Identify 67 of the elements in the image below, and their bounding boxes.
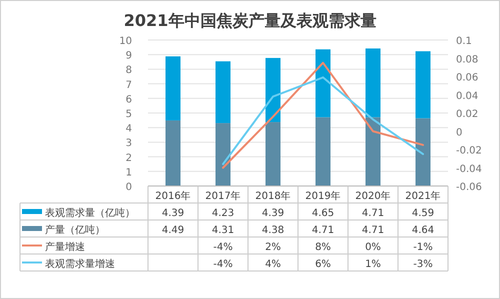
y2-tick-label: 0.08 — [456, 54, 478, 66]
y2-tick-label: 0.06 — [456, 72, 478, 84]
x-tick-label: 2021年 — [405, 190, 441, 202]
bar — [316, 49, 330, 118]
y-tick-label: 3 — [126, 138, 132, 150]
data-label: 1% — [365, 259, 381, 270]
y-tick-label: 10 — [119, 36, 132, 47]
bar — [166, 120, 180, 186]
y2-tick-label: -0.04 — [456, 164, 482, 175]
data-label: 4.59 — [412, 208, 434, 219]
bar — [316, 117, 330, 186]
x-tick-label: 2018年 — [255, 190, 291, 202]
y2-tick-label: -0.02 — [456, 146, 482, 156]
data-label: 4.38 — [262, 225, 284, 236]
y-tick-label: 4 — [126, 124, 132, 135]
y2-tick-label: 0.02 — [456, 109, 478, 120]
y-tick-label: 0 — [126, 182, 132, 193]
legend-label: 表观需求量增速 — [45, 258, 115, 270]
legend-label: 产量（亿吨） — [45, 224, 105, 236]
y2-tick-label: 0.1 — [456, 36, 472, 47]
data-label: 4.39 — [262, 208, 284, 219]
data-label: 4.23 — [212, 208, 234, 219]
data-label: 4% — [265, 259, 281, 270]
x-tick-label: 2019年 — [305, 190, 341, 202]
y-tick-label: 5 — [126, 109, 132, 120]
data-label: 4.64 — [412, 225, 434, 236]
x-tick-label: 2020年 — [355, 190, 391, 202]
bar — [216, 61, 230, 124]
data-label: 4.49 — [162, 225, 184, 236]
y-tick-label: 8 — [126, 65, 132, 76]
data-label: 4.71 — [362, 225, 384, 236]
data-label: -1% — [413, 242, 433, 253]
legend-label: 表观需求量（亿吨） — [45, 207, 135, 219]
data-label: 4.71 — [312, 225, 334, 236]
line-series — [222, 76, 424, 166]
bar — [266, 122, 280, 186]
y-tick-label: 2 — [126, 152, 132, 164]
bar — [216, 123, 230, 186]
data-label: 8% — [315, 242, 331, 253]
y-tick-label: 7 — [126, 80, 132, 91]
data-label: 2% — [265, 242, 281, 253]
bar — [366, 48, 380, 118]
bar — [166, 56, 180, 120]
y2-tick-label: 0 — [456, 127, 462, 138]
y-tick-label: 1 — [126, 167, 132, 178]
y-tick-label: 6 — [126, 94, 132, 106]
bar — [416, 51, 430, 118]
y2-tick-label: -0.06 — [456, 182, 482, 193]
bar — [366, 117, 380, 186]
data-label: -3% — [413, 259, 433, 270]
data-label: 4.65 — [312, 208, 334, 219]
data-label: 0% — [365, 242, 381, 253]
data-label: 4.31 — [212, 225, 234, 236]
data-label: 4.39 — [162, 208, 184, 219]
legend-label: 产量增速 — [45, 241, 85, 253]
y-tick-label: 9 — [126, 50, 132, 62]
data-label: 4.71 — [362, 208, 384, 219]
data-label: -4% — [213, 259, 233, 270]
y2-tick-label: 0.04 — [456, 90, 478, 102]
bar — [416, 118, 430, 186]
data-label: -4% — [213, 242, 233, 253]
x-tick-label: 2017年 — [205, 190, 241, 202]
line-series — [222, 62, 424, 169]
bar — [266, 58, 280, 122]
data-label: 6% — [315, 259, 331, 270]
x-tick-label: 2016年 — [155, 190, 191, 202]
chart-title: 2021年中国焦炭产量及表观需求量 — [124, 11, 376, 30]
